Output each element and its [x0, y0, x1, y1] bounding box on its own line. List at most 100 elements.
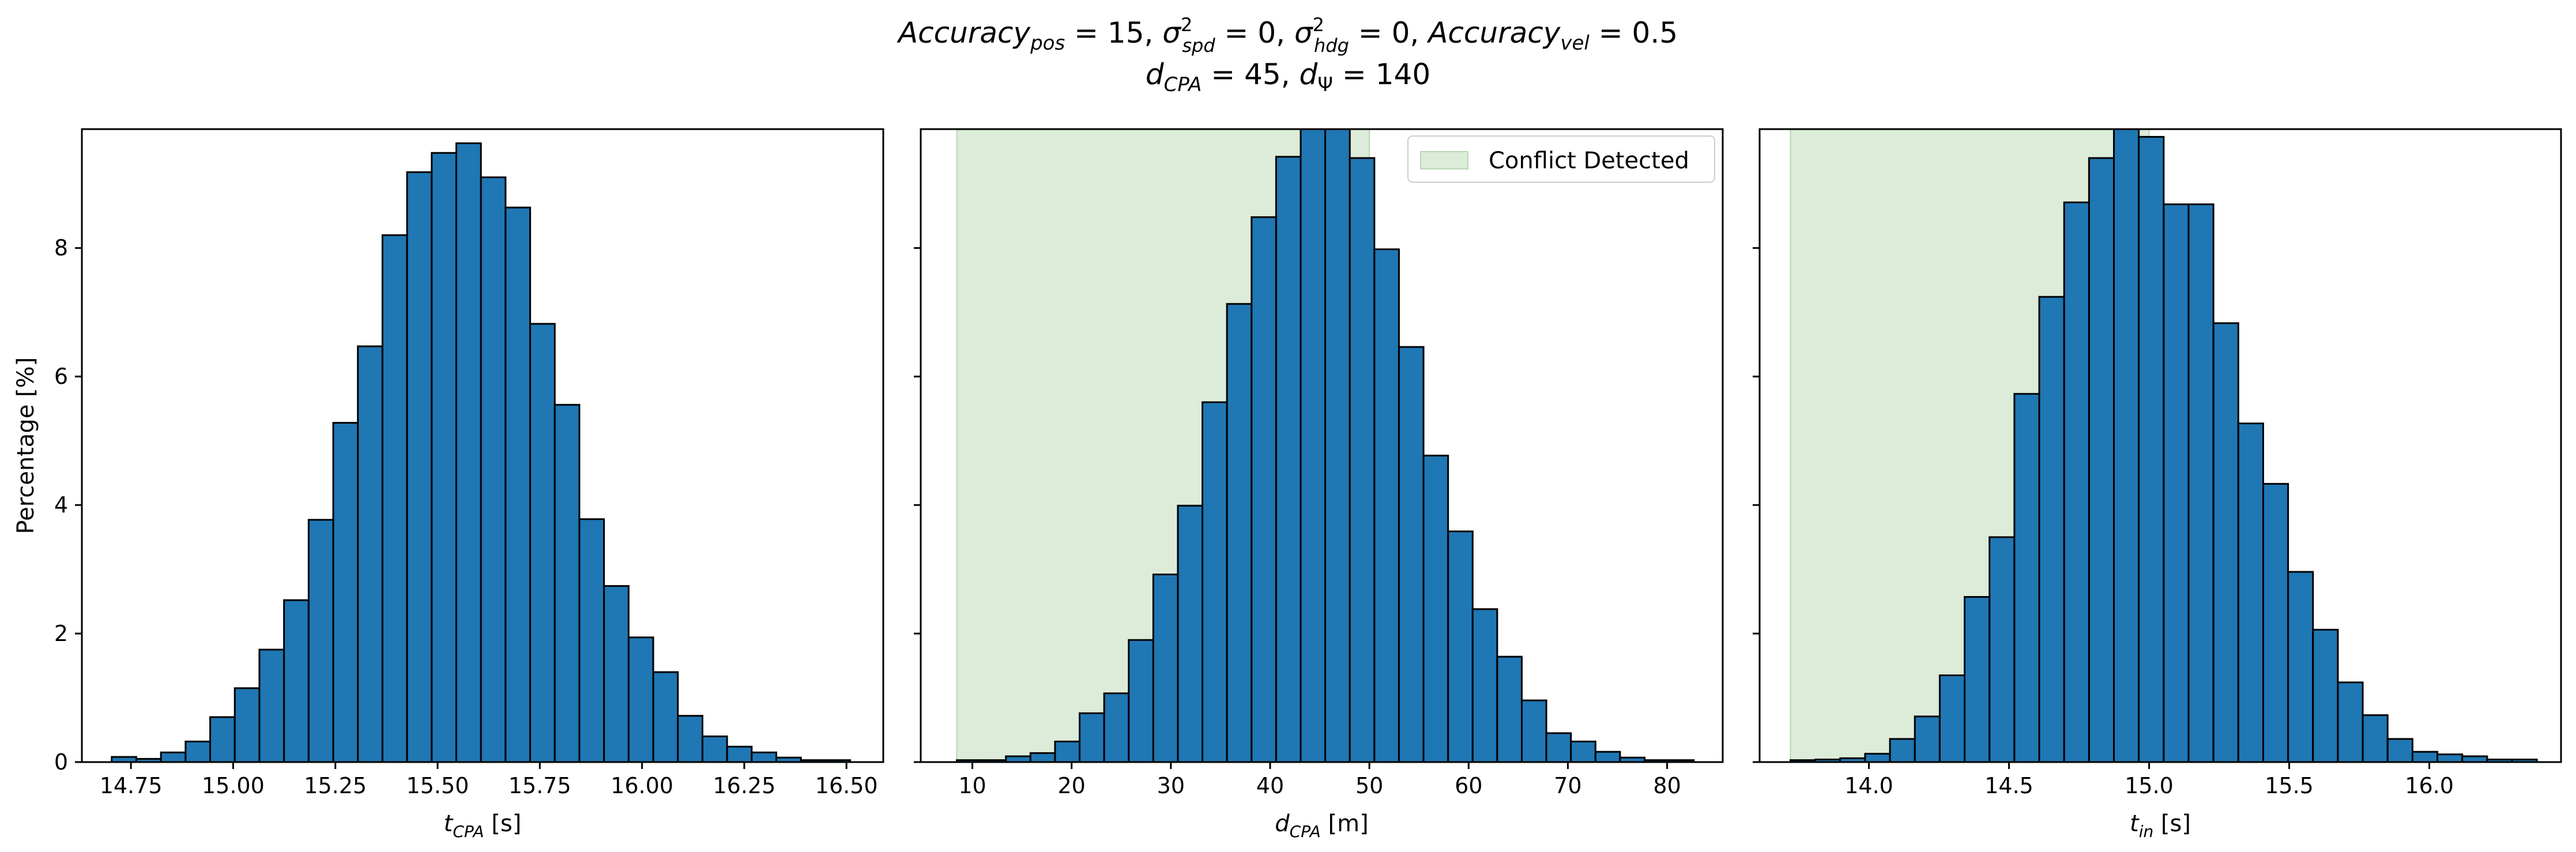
- histogram-bar: [1202, 401, 1228, 762]
- x-tick-label: 30: [1157, 773, 1185, 798]
- x-axis-label: tin [s]: [2130, 810, 2191, 841]
- histogram-bar: [578, 518, 605, 762]
- histogram-bar: [1864, 753, 1891, 762]
- x-tick-label: 14.0: [1844, 773, 1893, 798]
- x-tick-label: 15.75: [509, 773, 571, 798]
- histogram-bar: [726, 745, 753, 762]
- histogram-bar: [2163, 203, 2190, 762]
- histogram-bar: [455, 142, 482, 762]
- x-tick-label: 16.0: [2405, 773, 2454, 798]
- panel-d-cpa: 10 20 30 40 50 60 70 80 dCPA [m] Conflict Detecte…: [914, 128, 1724, 841]
- x-axis-label: dCPA [m]: [1275, 810, 1368, 841]
- x-tick-label: 15.25: [304, 773, 367, 798]
- x-tick-label: 40: [1256, 773, 1284, 798]
- panel-t-cpa: 14.75 15.00 15.25 15.50 15.75 16.00 16.25 16.50…: [13, 128, 884, 841]
- x-tick-label: 16.00: [611, 773, 673, 798]
- x-tick-label: 15.5: [2265, 773, 2314, 798]
- plot-area: [1789, 129, 2538, 762]
- axes-frame: [920, 128, 1724, 763]
- histogram-bar: [1005, 755, 1031, 762]
- x-tick-label: 10: [958, 773, 986, 798]
- histogram-bar: [1570, 740, 1596, 762]
- histogram-bar: [1029, 752, 1056, 762]
- histogram-bar: [2312, 628, 2339, 762]
- histogram-bar: [1964, 596, 1991, 762]
- histogram-bar: [1177, 504, 1204, 762]
- histogram-bar: [1447, 530, 1474, 762]
- histogram-bar: [1300, 129, 1327, 762]
- histogram-bar: [1520, 699, 1547, 762]
- x-tick-label: 20: [1057, 773, 1085, 798]
- histogram-panels: 14.75 15.00 15.25 15.50 15.75 16.00 16.25 16.50…: [13, 128, 2562, 841]
- histogram-bar: [2013, 393, 2040, 762]
- histogram-bar: [1054, 740, 1081, 762]
- histogram-bar: [1275, 156, 1302, 762]
- y-tick-label: 8: [54, 235, 68, 261]
- axes-frame: [81, 128, 884, 763]
- histogram-bar: [357, 345, 383, 762]
- y-axis-label: Percentage [%]: [13, 357, 39, 534]
- histogram-bar: [2212, 322, 2239, 762]
- x-tick-label: 15.0: [2125, 773, 2174, 798]
- x-tick-label: 15.50: [406, 773, 469, 798]
- y-tick-label: 6: [54, 364, 68, 389]
- x-tick-label: 16.25: [713, 773, 775, 798]
- x-axis-label: tCPA [s]: [444, 810, 522, 841]
- histogram-bar: [529, 323, 556, 762]
- y-tick-label: 2: [54, 621, 68, 646]
- histogram-bar: [1103, 692, 1130, 762]
- histogram-bar: [2237, 423, 2264, 762]
- x-tick-label: 15.00: [202, 773, 265, 798]
- legend-label: Conflict Detected: [1489, 148, 1689, 174]
- histogram-bar: [824, 759, 852, 762]
- histogram-bar: [627, 636, 654, 762]
- histogram-bar: [1594, 751, 1621, 762]
- histogram-bar: [2088, 157, 2115, 762]
- histogram-bar: [2287, 571, 2314, 762]
- legend-swatch: [1420, 151, 1468, 169]
- histogram-bar: [1989, 536, 2016, 762]
- histogram-bar: [332, 421, 359, 762]
- plot-area: [955, 129, 1695, 762]
- y-tick-label: 4: [54, 492, 68, 518]
- histogram-bar: [2386, 738, 2413, 762]
- legend: Conflict Detected: [1407, 135, 1715, 183]
- histogram-bar: [504, 206, 532, 762]
- histogram-bar: [1226, 303, 1253, 762]
- histogram-bar: [1373, 248, 1400, 762]
- histogram-bar: [652, 671, 679, 762]
- histogram-bar: [431, 152, 457, 762]
- histogram-bar: [258, 649, 285, 762]
- x-tick-label: 80: [1653, 773, 1681, 798]
- y-tick-label: 0: [54, 749, 68, 775]
- histogram-bar: [2337, 681, 2364, 762]
- histogram-bar: [1152, 574, 1179, 762]
- histogram-bar: [2038, 296, 2065, 762]
- figure-title-line-2: dCPA = 45, dΨ = 140: [1146, 58, 1430, 96]
- x-tick-label: 14.75: [100, 773, 163, 798]
- histogram-bar: [234, 687, 261, 762]
- histogram-bar: [307, 519, 334, 762]
- histogram-bar: [603, 585, 630, 762]
- histogram-bar: [1496, 655, 1523, 762]
- x-tick-label: 14.5: [1984, 773, 2033, 798]
- histogram-bar: [553, 404, 581, 762]
- histogram-bar: [677, 715, 703, 762]
- histogram-bar: [209, 716, 236, 762]
- histogram-bar: [1079, 712, 1105, 762]
- histogram-bar: [2461, 755, 2488, 762]
- x-tick-label: 60: [1455, 773, 1482, 798]
- axes-frame: [1758, 128, 2562, 763]
- histogram-bar: [1889, 738, 1916, 762]
- histogram-bar: [1349, 157, 1376, 762]
- figure-title-line-1: Accuracypos = 15, σ2 spd = 0, σ2 hdg = 0, …: [897, 14, 1678, 56]
- x-tick-label: 16.50: [815, 773, 878, 798]
- histogram-bar: [1914, 715, 1941, 762]
- histogram-bar: [2362, 714, 2389, 762]
- histogram-bar: [1251, 216, 1277, 762]
- histogram-bar: [2262, 482, 2289, 762]
- histogram-bar: [2063, 201, 2090, 762]
- histogram-bar: [1668, 759, 1695, 762]
- histogram-bar: [2436, 753, 2464, 762]
